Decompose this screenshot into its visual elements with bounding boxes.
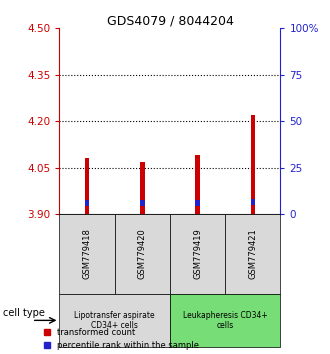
Legend: transformed count, percentile rank within the sample: transformed count, percentile rank withi… — [44, 328, 199, 350]
Text: cell type: cell type — [3, 308, 45, 318]
Bar — [140, 161, 145, 214]
Bar — [85, 158, 89, 214]
Text: GSM779420: GSM779420 — [138, 229, 147, 279]
Text: GSM779419: GSM779419 — [193, 229, 202, 279]
Text: GSM779421: GSM779421 — [248, 229, 257, 279]
Title: GDS4079 / 8044204: GDS4079 / 8044204 — [107, 14, 233, 27]
Text: Lipotransfer aspirate
CD34+ cells: Lipotransfer aspirate CD34+ cells — [74, 311, 155, 330]
FancyBboxPatch shape — [115, 214, 170, 294]
FancyBboxPatch shape — [170, 214, 225, 294]
FancyBboxPatch shape — [170, 294, 280, 347]
Bar — [251, 115, 255, 214]
Bar — [195, 200, 200, 206]
FancyBboxPatch shape — [59, 294, 170, 347]
Bar — [85, 200, 89, 206]
Bar — [140, 200, 145, 206]
FancyBboxPatch shape — [225, 214, 280, 294]
Bar — [251, 199, 255, 205]
Text: Leukapheresis CD34+
cells: Leukapheresis CD34+ cells — [183, 311, 268, 330]
Text: GSM779418: GSM779418 — [82, 229, 91, 279]
FancyBboxPatch shape — [59, 214, 115, 294]
Bar — [195, 155, 200, 214]
